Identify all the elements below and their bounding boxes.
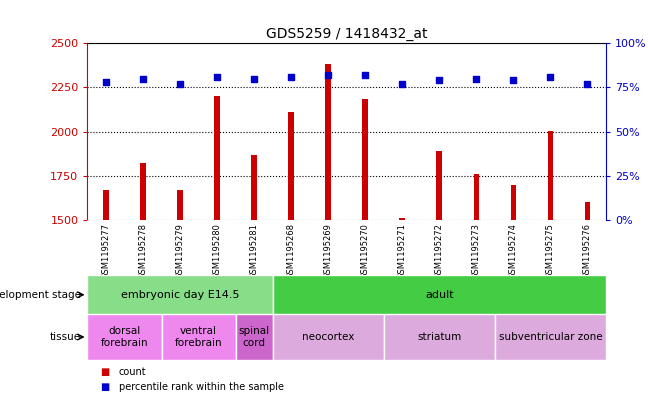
Point	[582, 81, 592, 87]
Bar	[161, 314, 236, 360]
Bar	[474, 174, 479, 220]
Bar	[362, 99, 368, 220]
Point	[397, 81, 408, 87]
Point	[434, 77, 445, 83]
Point	[471, 75, 481, 82]
Bar	[87, 314, 161, 360]
Text: GSM1195279: GSM1195279	[176, 223, 185, 279]
Text: GSM1195277: GSM1195277	[102, 223, 111, 279]
Text: neocortex: neocortex	[302, 332, 354, 342]
Text: percentile rank within the sample: percentile rank within the sample	[119, 382, 284, 392]
Bar	[140, 163, 146, 220]
Text: spinal
cord: spinal cord	[238, 326, 270, 348]
Text: dorsal
forebrain: dorsal forebrain	[100, 326, 148, 348]
Bar	[87, 275, 273, 314]
Point	[360, 72, 371, 78]
Point	[138, 75, 148, 82]
Bar	[251, 154, 257, 220]
Point	[212, 74, 222, 80]
Text: GSM1195270: GSM1195270	[361, 223, 370, 279]
Text: ■: ■	[100, 382, 110, 392]
Bar	[511, 185, 516, 220]
Text: GSM1195276: GSM1195276	[583, 223, 592, 279]
Text: development stage: development stage	[0, 290, 81, 300]
Text: GSM1195278: GSM1195278	[139, 223, 148, 279]
Text: subventricular zone: subventricular zone	[498, 332, 602, 342]
Text: striatum: striatum	[417, 332, 461, 342]
Point	[545, 74, 555, 80]
Text: GSM1195268: GSM1195268	[286, 223, 295, 279]
Text: adult: adult	[425, 290, 454, 300]
Bar	[399, 218, 405, 220]
Bar	[273, 275, 606, 314]
Text: GSM1195269: GSM1195269	[323, 223, 332, 279]
Text: ventral
forebrain: ventral forebrain	[175, 326, 222, 348]
Text: GSM1195271: GSM1195271	[398, 223, 407, 279]
Title: GDS5259 / 1418432_at: GDS5259 / 1418432_at	[266, 27, 428, 41]
Bar	[273, 314, 384, 360]
Bar	[548, 131, 553, 220]
Text: embryonic day E14.5: embryonic day E14.5	[121, 290, 239, 300]
Bar	[384, 314, 495, 360]
Text: GSM1195281: GSM1195281	[249, 223, 259, 279]
Text: GSM1195272: GSM1195272	[435, 223, 444, 279]
Point	[175, 81, 185, 87]
Text: GSM1195275: GSM1195275	[546, 223, 555, 279]
Bar	[178, 190, 183, 220]
Text: GSM1195280: GSM1195280	[213, 223, 222, 279]
Bar	[437, 151, 442, 220]
Bar	[236, 314, 273, 360]
Bar	[288, 112, 294, 220]
Bar	[495, 314, 606, 360]
Point	[101, 79, 111, 85]
Point	[286, 74, 296, 80]
Bar	[103, 190, 109, 220]
Point	[508, 77, 518, 83]
Point	[323, 72, 333, 78]
Bar	[214, 96, 220, 220]
Text: count: count	[119, 367, 146, 377]
Point	[249, 75, 259, 82]
Text: tissue: tissue	[50, 332, 81, 342]
Text: ■: ■	[100, 367, 110, 377]
Bar	[325, 64, 331, 220]
Text: GSM1195273: GSM1195273	[472, 223, 481, 279]
Text: GSM1195274: GSM1195274	[509, 223, 518, 279]
Bar	[584, 202, 590, 220]
